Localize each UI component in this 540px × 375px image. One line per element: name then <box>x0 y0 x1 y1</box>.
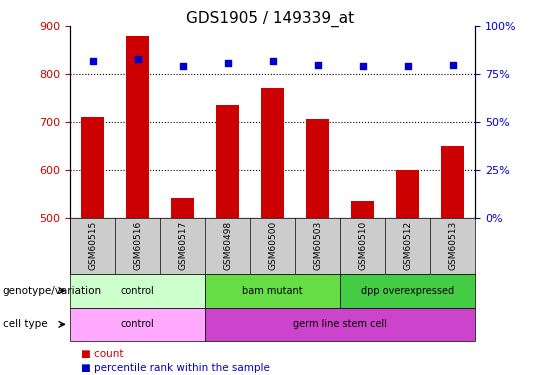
Text: control: control <box>121 320 154 329</box>
Bar <box>172 198 194 217</box>
Bar <box>82 117 104 218</box>
Point <box>313 62 322 68</box>
Bar <box>205 308 475 341</box>
Point <box>89 58 97 64</box>
Bar <box>352 201 374 217</box>
Text: GSM60516: GSM60516 <box>133 221 142 270</box>
Text: GDS1905 / 149339_at: GDS1905 / 149339_at <box>186 11 354 27</box>
Point <box>403 63 412 69</box>
Point <box>359 63 367 69</box>
Text: germ line stem cell: germ line stem cell <box>293 320 387 329</box>
Point <box>133 56 142 62</box>
Point <box>224 60 232 66</box>
Text: GSM60515: GSM60515 <box>88 221 97 270</box>
Text: GSM60517: GSM60517 <box>178 221 187 270</box>
Bar <box>340 274 475 308</box>
Text: GSM60498: GSM60498 <box>223 221 232 270</box>
Text: control: control <box>121 286 154 296</box>
Text: ■ count: ■ count <box>81 349 124 359</box>
Bar <box>261 88 284 218</box>
Text: GSM60513: GSM60513 <box>448 221 457 270</box>
Point <box>178 63 187 69</box>
Bar <box>396 170 419 217</box>
Text: GSM60510: GSM60510 <box>358 221 367 270</box>
Bar <box>217 105 239 218</box>
Text: bam mutant: bam mutant <box>242 286 303 296</box>
Bar <box>205 274 340 308</box>
Point <box>448 62 457 68</box>
Point <box>268 58 277 64</box>
Bar <box>126 36 149 218</box>
Text: GSM60500: GSM60500 <box>268 221 277 270</box>
Text: ■ percentile rank within the sample: ■ percentile rank within the sample <box>81 363 270 373</box>
Text: dpp overexpressed: dpp overexpressed <box>361 286 454 296</box>
Bar <box>70 308 205 341</box>
Bar <box>442 146 464 218</box>
Bar <box>70 274 205 308</box>
Text: GSM60503: GSM60503 <box>313 221 322 270</box>
Text: GSM60512: GSM60512 <box>403 221 412 270</box>
Text: genotype/variation: genotype/variation <box>3 286 102 296</box>
Text: cell type: cell type <box>3 320 48 329</box>
Bar <box>307 120 329 218</box>
